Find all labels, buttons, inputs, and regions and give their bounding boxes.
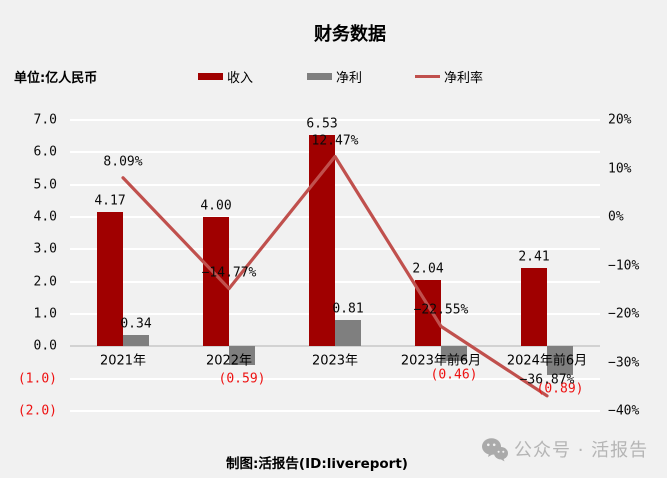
right-axis-tick: 20%: [608, 112, 632, 128]
category-label: 2023年: [311, 353, 359, 369]
left-axis-tick: 6.0: [33, 144, 57, 160]
netmargin-value-label: −14.77%: [201, 265, 257, 281]
gridline: [70, 410, 600, 412]
right-axis-tick: −20%: [608, 306, 640, 322]
category-label: 2024年前6月: [506, 353, 588, 369]
netprofit-value-label: 0.81: [332, 301, 364, 317]
revenue-value-label: 4.17: [94, 193, 126, 208]
bar-netprofit: [335, 320, 361, 347]
bar-netprofit: [547, 346, 573, 376]
left-axis-tick: 0.0: [33, 338, 57, 354]
revenue-swatch-icon: [198, 73, 223, 80]
right-axis-tick: 10%: [608, 161, 632, 176]
bar-netprofit: [123, 335, 149, 347]
bar-revenue: [309, 135, 335, 347]
gridline: [70, 183, 600, 186]
right-axis-tick: −10%: [608, 258, 640, 273]
category-label: 2023年前6月: [400, 353, 482, 369]
left-axis-tick: 7.0: [33, 112, 57, 128]
right-axis-tick: −30%: [608, 355, 640, 370]
netmargin-value-label: 12.47%: [311, 133, 359, 149]
page-title: 财务数据: [314, 24, 386, 45]
right-axis-tick: 0%: [608, 209, 624, 225]
legend-label: 收入: [227, 71, 254, 86]
left-axis-tick: 1.0: [33, 306, 57, 322]
revenue-value-label: 2.41: [518, 249, 550, 265]
watermark: 公众号 · 活报告: [481, 436, 648, 462]
left-axis-tick: 5.0: [33, 177, 57, 193]
bar-revenue: [97, 211, 123, 347]
category-label: 2022年: [205, 353, 253, 369]
gridline: [70, 216, 600, 218]
left-axis-tick: 3.0: [33, 241, 57, 257]
netprofit-value-label: (0.59): [218, 371, 266, 387]
legend-item-netprofit: 净利: [307, 70, 363, 86]
netprofit-swatch-icon: [307, 73, 332, 80]
gridline: [70, 119, 600, 121]
netprofit-value-label: (0.46): [430, 367, 478, 383]
legend-label: 净利率: [444, 71, 484, 86]
left-axis-tick: (2.0): [17, 403, 57, 419]
watermark-text: 公众号 · 活报告: [514, 440, 649, 461]
category-label: 2021年: [99, 353, 147, 369]
left-axis-tick: 2.0: [33, 274, 57, 290]
legend-label: 净利: [336, 71, 363, 86]
revenue-value-label: 2.04: [412, 261, 444, 277]
credit-line: 制图:活报告(ID:livereport): [226, 456, 408, 472]
revenue-value-label: 6.53: [306, 116, 338, 132]
revenue-value-label: 4.00: [200, 198, 232, 214]
gridline: [70, 151, 600, 154]
wechat-icon: [482, 437, 508, 461]
legend-item-revenue: 收入: [198, 70, 254, 86]
right-axis-tick: −40%: [608, 403, 640, 419]
legend-item-netmargin: 净利率: [415, 70, 484, 86]
left-axis-tick: 4.0: [33, 209, 57, 225]
left-axis-tick: (1.0): [17, 371, 57, 387]
bar-revenue: [203, 217, 229, 347]
netmargin-value-label: 8.09%: [103, 154, 143, 170]
unit-label: 单位:亿人民币: [14, 71, 98, 86]
netmargin-value-label: −36.87%: [519, 372, 575, 388]
netmargin-line-icon: [415, 75, 440, 78]
bar-revenue: [521, 268, 547, 347]
netprofit-value-label: 0.34: [120, 316, 152, 332]
netmargin-value-label: −22.55%: [413, 302, 469, 318]
